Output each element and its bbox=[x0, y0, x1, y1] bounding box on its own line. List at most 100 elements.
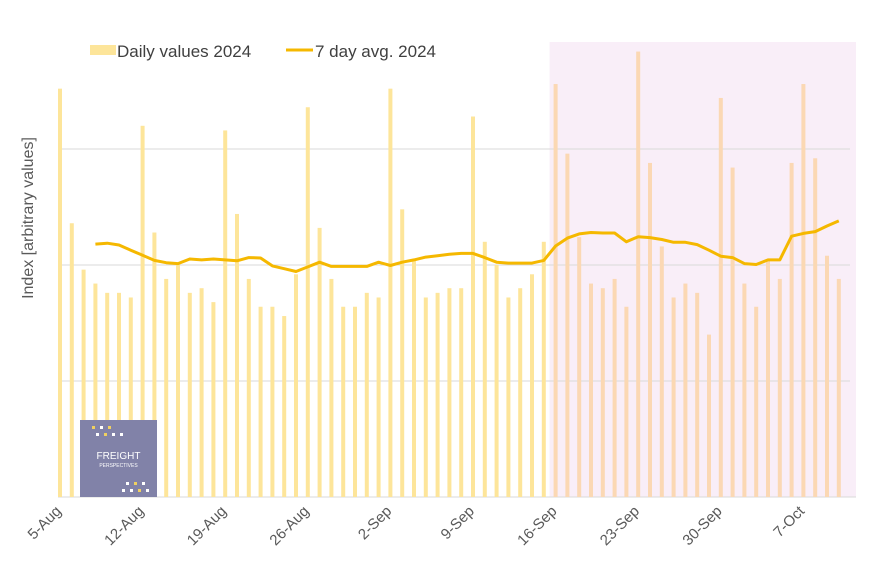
bar bbox=[825, 255, 829, 497]
bar bbox=[435, 292, 440, 497]
bar bbox=[600, 288, 605, 497]
logo-dot bbox=[126, 482, 129, 485]
bar bbox=[518, 288, 523, 497]
plot-area bbox=[549, 42, 856, 497]
bar bbox=[81, 269, 86, 497]
bar bbox=[235, 213, 239, 497]
bar bbox=[789, 162, 794, 498]
bar bbox=[199, 288, 204, 497]
bar bbox=[695, 292, 700, 497]
bar bbox=[565, 153, 570, 497]
bar bbox=[246, 278, 251, 497]
bar bbox=[376, 297, 381, 497]
x-tick-label: 5-Aug bbox=[25, 503, 65, 543]
y-axis-label: Index [arbitrary values] bbox=[20, 137, 37, 299]
x-tick-label: 23-Sep bbox=[597, 503, 643, 549]
bar bbox=[364, 292, 369, 497]
logo-dot bbox=[146, 489, 149, 492]
bar bbox=[400, 209, 405, 497]
bar bbox=[223, 130, 228, 497]
bar bbox=[388, 88, 393, 498]
avg-line bbox=[95, 219, 840, 273]
x-tick-label: 7-Oct bbox=[770, 502, 809, 541]
logo-dot bbox=[142, 482, 145, 485]
bar bbox=[176, 265, 180, 497]
x-tick-label: 30-Sep bbox=[679, 503, 725, 549]
logo-text-line1: FREIGHT bbox=[97, 451, 141, 462]
bar bbox=[211, 302, 216, 497]
bar bbox=[636, 51, 641, 498]
bar bbox=[777, 278, 782, 497]
avg-line-series bbox=[95, 219, 840, 273]
x-tick-label: 19-Aug bbox=[184, 503, 230, 549]
highlight-band bbox=[549, 42, 856, 497]
bar bbox=[801, 84, 806, 497]
bar bbox=[270, 306, 275, 497]
logo-text-line2: PERSPECTIVES bbox=[99, 463, 138, 469]
bar bbox=[506, 297, 511, 497]
bar bbox=[423, 297, 428, 497]
x-tick-label: 9-Sep bbox=[438, 503, 478, 543]
logo-dots-icon bbox=[92, 426, 149, 492]
bar bbox=[341, 306, 346, 497]
x-tick-label: 2-Sep bbox=[355, 503, 395, 543]
bar bbox=[718, 97, 723, 498]
bar bbox=[766, 260, 770, 497]
bar bbox=[482, 241, 487, 497]
bar bbox=[836, 278, 841, 497]
bar bbox=[541, 241, 546, 497]
freight-perspectives-logo: FREIGHT PERSPECTIVES bbox=[80, 420, 157, 497]
bar bbox=[813, 158, 818, 497]
logo-dot bbox=[92, 426, 95, 429]
bar bbox=[187, 292, 192, 497]
x-tick-label: 26-Aug bbox=[266, 503, 312, 549]
logo-dot bbox=[108, 426, 111, 429]
logo-dot bbox=[112, 433, 115, 436]
bar bbox=[258, 306, 263, 497]
logo-dot bbox=[96, 433, 99, 436]
bar bbox=[589, 283, 593, 497]
bar bbox=[93, 283, 98, 497]
x-tick-label: 12-Aug bbox=[101, 503, 147, 549]
bar bbox=[742, 283, 747, 497]
logo-dot bbox=[134, 482, 137, 485]
x-tick-label: 16-Sep bbox=[514, 503, 560, 549]
logo-dot bbox=[138, 489, 141, 492]
bar bbox=[164, 278, 169, 497]
bar bbox=[577, 237, 582, 497]
bar bbox=[140, 125, 145, 498]
bar bbox=[459, 288, 464, 497]
bar bbox=[69, 223, 74, 498]
bar bbox=[294, 274, 298, 497]
bar bbox=[353, 306, 357, 497]
logo-dot bbox=[130, 489, 133, 492]
logo-dot bbox=[104, 433, 107, 436]
bar bbox=[648, 162, 652, 498]
legend-label-bars: Daily values 2024 bbox=[117, 42, 251, 61]
bar bbox=[612, 278, 617, 497]
bar bbox=[412, 260, 416, 497]
bar bbox=[530, 274, 534, 497]
logo-dot bbox=[100, 426, 103, 429]
bar bbox=[329, 278, 334, 497]
logo-dot bbox=[122, 489, 125, 492]
legend-label-line: 7 day avg. 2024 bbox=[315, 42, 436, 61]
bars-series bbox=[58, 51, 841, 498]
legend-swatch-bars bbox=[90, 45, 116, 55]
bar bbox=[683, 283, 688, 497]
bar bbox=[282, 316, 287, 497]
bar bbox=[305, 107, 310, 498]
bar bbox=[447, 288, 452, 497]
bar bbox=[494, 265, 499, 497]
bar bbox=[471, 116, 475, 498]
bar bbox=[317, 227, 322, 497]
logo-dot bbox=[120, 433, 123, 436]
bar bbox=[671, 297, 676, 497]
bar bbox=[707, 334, 711, 497]
bar bbox=[128, 297, 133, 497]
legend: Daily values 2024 7 day avg. 2024 bbox=[90, 42, 436, 61]
bar bbox=[624, 306, 629, 497]
bar bbox=[730, 167, 735, 497]
bar bbox=[117, 292, 121, 497]
